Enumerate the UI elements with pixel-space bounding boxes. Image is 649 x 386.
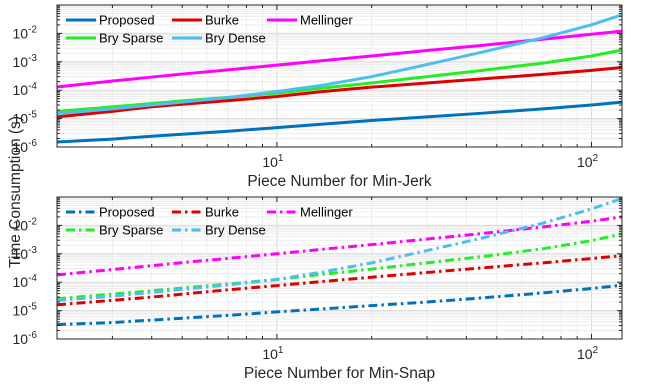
x-tick-label: 102: [577, 345, 599, 362]
x-axis-label: Piece Number for Min-Snap: [244, 365, 435, 382]
series-line-burke: [56, 66, 623, 119]
x-tick-label: 101: [262, 153, 284, 170]
y-tick-label: 10-6: [13, 138, 38, 155]
legend-label-bry-dense: Bry Dense: [205, 31, 266, 46]
x-tick-label: 102: [577, 153, 599, 170]
legend-label-bry-sparse: Bry Sparse: [99, 223, 163, 238]
y-tick-label: 10-3: [13, 53, 38, 70]
series-line-mellinger: [56, 215, 623, 277]
legend: Proposed Burke Mellinger Bry Sparse Bry Dens…: [66, 13, 353, 46]
series-line-bry-sparse: [56, 48, 623, 113]
legend-label-proposed: Proposed: [99, 205, 155, 220]
series-line-bry-dense: [56, 13, 623, 116]
legend-label-burke: Burke: [205, 205, 239, 220]
y-tick-label: 10-5: [13, 302, 38, 319]
axes-box: [56, 4, 623, 148]
y-tick-label: 10-5: [13, 110, 38, 127]
legend-label-mellinger: Mellinger: [300, 205, 353, 220]
axis-ticks: [56, 4, 622, 148]
legend-label-burke: Burke: [205, 13, 239, 28]
y-tick-label: 10-6: [13, 330, 38, 347]
y-axis-label: Time Consumption (s): [7, 116, 24, 268]
legend-label-proposed: Proposed: [99, 13, 155, 28]
x-tick-label: 101: [262, 345, 284, 362]
legend-label-mellinger: Mellinger: [300, 13, 353, 28]
axis-ticks: [56, 196, 622, 340]
series-line-proposed: [56, 100, 623, 144]
chart-panel-min-snap: 101 102 10-6 10-5 10-4 10-3 10-2 Piece Number f…: [13, 196, 623, 382]
grid: [57, 5, 622, 147]
series-line-bry-sparse: [56, 232, 623, 301]
chart-panel-min-jerk: 101 102 10-6 10-5 10-4 10-3 10-2 Piece Number f…: [13, 4, 623, 190]
y-tick-label: 10-2: [13, 216, 38, 233]
axes-box: [56, 196, 623, 340]
y-tick-label: 10-4: [13, 273, 38, 290]
y-tick-label: 10-4: [13, 81, 38, 98]
y-tick-label: 10-2: [13, 24, 38, 41]
x-axis-label: Piece Number for Min-Jerk: [247, 173, 432, 190]
legend-label-bry-sparse: Bry Sparse: [99, 31, 163, 46]
grid: [57, 197, 622, 339]
legend: Proposed Burke Mellinger Bry Sparse Bry Dens…: [66, 205, 353, 238]
y-tick-label: 10-3: [13, 245, 38, 262]
legend-label-bry-dense: Bry Dense: [205, 223, 266, 238]
series-line-burke: [56, 254, 623, 307]
series-line-bry-dense: [56, 197, 623, 302]
